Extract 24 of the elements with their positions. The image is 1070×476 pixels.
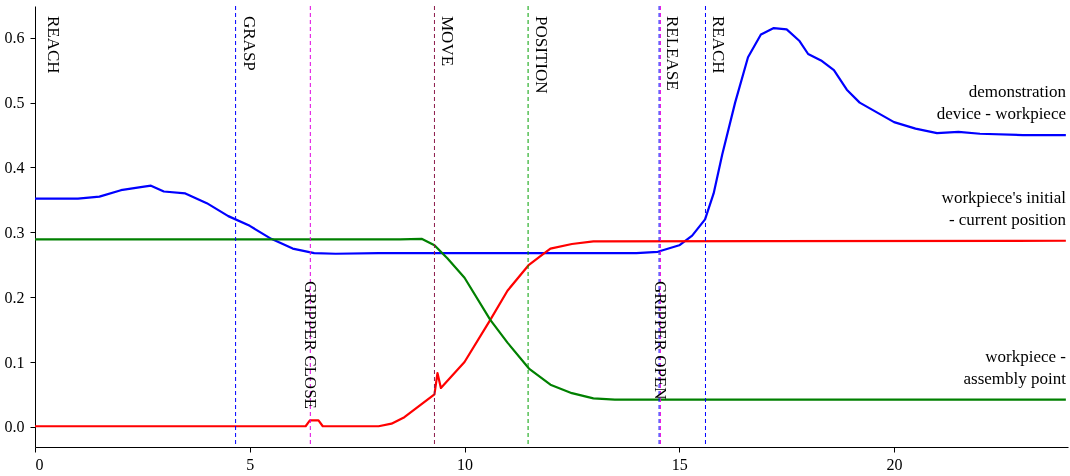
- ref-line-label: GRASP: [239, 16, 259, 71]
- annotation: GRIPPER CLOSE: [301, 280, 321, 409]
- x-tick-label: 10: [457, 455, 474, 473]
- y-tick-label: 0.0: [4, 418, 25, 436]
- x-tick-label: 0: [35, 455, 44, 473]
- ref-line-label: POSITION: [532, 16, 552, 94]
- series-label: workpiece's initial - current position: [941, 187, 1067, 229]
- x-tick-label: 15: [671, 455, 688, 473]
- series-label: workpiece - assembly point: [963, 346, 1067, 388]
- x-tick-label: 20: [886, 455, 903, 473]
- annotation: GRIPPER OPEN: [650, 280, 670, 400]
- line-series: [35, 239, 1067, 428]
- y-tick-label: 0.4: [4, 158, 25, 176]
- y-tick-label: 0.6: [4, 29, 25, 47]
- y-tick-label: 0.1: [4, 353, 25, 371]
- y-tick-label: 0.2: [4, 288, 25, 306]
- ref-line-label: MOVE: [438, 16, 458, 67]
- y-tick-label: 0.3: [4, 223, 25, 241]
- x-tick-label: 5: [246, 455, 255, 473]
- y-tick-label: 0.5: [4, 94, 25, 112]
- ref-line-label: RELEASE: [663, 16, 683, 91]
- ref-line-label: REACH: [709, 16, 729, 74]
- annotation: REACH: [44, 16, 63, 74]
- series-label: demonstration device - workpiece: [936, 82, 1067, 124]
